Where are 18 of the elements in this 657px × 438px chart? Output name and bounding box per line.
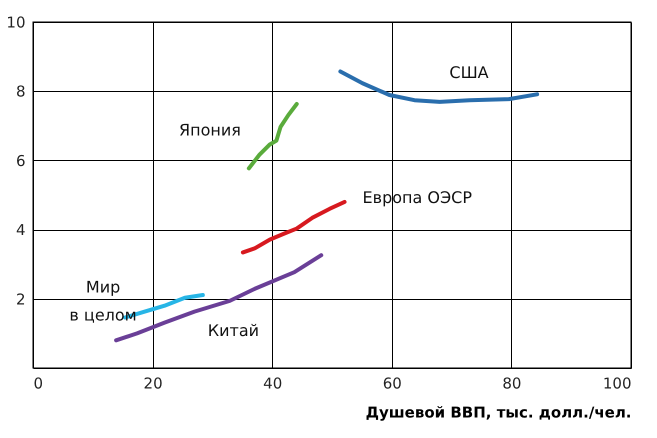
- x-tick-label: 20: [144, 374, 163, 392]
- series-label: США: [449, 63, 489, 82]
- y-tick-label: 10: [6, 14, 26, 32]
- y-tick-label: 8: [16, 82, 26, 101]
- x-tick-label: 60: [382, 374, 402, 392]
- x-axis-title: Душевой ВВП, тыс. долл./чел.: [366, 404, 632, 422]
- line-series: [246, 102, 299, 170]
- x-tick-label: 40: [263, 374, 282, 392]
- series-label: Китай: [208, 320, 260, 340]
- y-tick-label: 2: [16, 290, 26, 308]
- series-label: Мир в целом: [69, 277, 137, 324]
- x-tick-label: 80: [502, 374, 522, 392]
- series-label: Япония: [179, 120, 241, 140]
- y-tick-label: 6: [16, 152, 26, 170]
- y-tick-label: 4: [16, 221, 26, 240]
- x-tick-label: 0: [34, 374, 44, 392]
- line-series: [240, 200, 347, 254]
- x-tick-label: 100: [602, 374, 632, 392]
